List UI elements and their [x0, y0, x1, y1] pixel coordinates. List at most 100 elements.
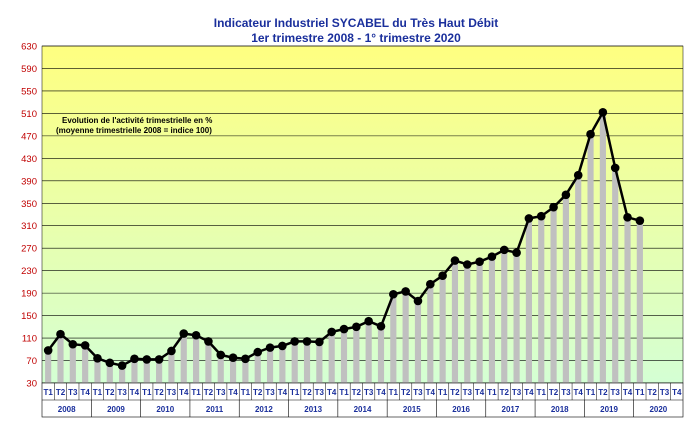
data-point: [598, 107, 608, 117]
year-label: 2013: [304, 405, 322, 414]
y-tick-label: 70: [26, 356, 37, 367]
y-tick-label: 590: [21, 64, 37, 75]
quarter-label: T4: [130, 388, 140, 397]
quarter-label: T3: [463, 388, 473, 397]
bar: [266, 347, 274, 383]
bars: [45, 112, 643, 383]
data-point: [524, 214, 534, 223]
year-label: 2010: [156, 405, 174, 414]
annotation-line-1: Evolution de l'activité trimestrielle en…: [62, 116, 212, 125]
quarter-label: T2: [401, 388, 411, 397]
quarter-label: T3: [413, 388, 423, 397]
year-label: 2014: [354, 405, 372, 414]
data-point: [425, 279, 435, 289]
data-point: [352, 322, 361, 332]
data-point: [154, 355, 164, 364]
quarter-label: T1: [241, 388, 251, 397]
bar: [217, 354, 224, 383]
quarter-label: T4: [524, 388, 534, 397]
bar: [193, 335, 200, 383]
bar: [451, 260, 459, 383]
quarter-label: T4: [179, 388, 189, 397]
bar: [291, 341, 298, 383]
quarter-label: T3: [561, 388, 571, 397]
quarter-label: T4: [426, 388, 436, 397]
bar: [488, 256, 496, 383]
bar: [476, 261, 483, 383]
bar: [57, 334, 64, 383]
year-label: 2009: [107, 405, 125, 414]
year-label: 2016: [452, 405, 470, 414]
bar: [439, 275, 446, 383]
bar: [575, 175, 582, 383]
bar: [636, 220, 643, 383]
bar: [69, 344, 76, 383]
bar: [414, 300, 422, 383]
data-point: [376, 321, 386, 331]
quarter-label: T3: [167, 388, 177, 397]
bar: [131, 358, 138, 383]
data-point: [167, 346, 176, 356]
y-tick-label: 390: [21, 176, 37, 187]
quarter-label: T4: [80, 388, 90, 397]
quarter-label: T4: [327, 388, 337, 397]
data-point: [43, 346, 53, 355]
data-point: [130, 354, 139, 364]
bar: [94, 358, 101, 383]
series-points: [43, 107, 645, 370]
bar: [599, 112, 606, 383]
data-point: [339, 324, 349, 334]
quarter-label: T1: [93, 388, 103, 397]
data-point: [241, 354, 250, 364]
quarter-label: T3: [611, 388, 621, 397]
bar: [377, 326, 385, 383]
data-point: [512, 248, 521, 257]
data-point: [228, 353, 238, 363]
bar: [365, 321, 372, 383]
chart-subtitle: 1er trimestre 2008 - 1° trimestre 2020: [251, 31, 461, 45]
data-point: [401, 287, 410, 296]
data-point: [315, 337, 324, 347]
bar: [168, 350, 175, 383]
quarter-label: T3: [216, 388, 226, 397]
data-point: [635, 216, 645, 225]
bar: [538, 216, 545, 383]
grid: [42, 45, 683, 384]
quarter-label: T1: [586, 388, 596, 397]
bar: [106, 362, 113, 383]
y-tick-label: 110: [22, 334, 37, 345]
bar: [402, 291, 409, 383]
quarter-label: T2: [352, 388, 362, 397]
bar: [464, 264, 471, 383]
quarter-label: T1: [635, 388, 645, 397]
quarter-label: T2: [598, 388, 608, 397]
data-point: [475, 257, 484, 266]
quarter-label: T2: [549, 388, 559, 397]
bar: [612, 167, 619, 383]
y-tick-label: 270: [21, 244, 37, 255]
data-point: [278, 341, 287, 351]
bar: [279, 345, 286, 383]
quarter-label: T4: [376, 388, 386, 397]
y-tick-label: 630: [21, 42, 37, 53]
quarter-label: T2: [56, 388, 66, 397]
bar: [501, 249, 508, 383]
quarter-label: T1: [537, 388, 547, 397]
data-point: [364, 316, 373, 326]
y-tick-label: 150: [21, 311, 37, 322]
quarter-label: T1: [191, 388, 201, 397]
bar: [254, 352, 261, 383]
data-point: [142, 355, 152, 364]
y-tick-label: 190: [21, 289, 37, 300]
bar: [562, 194, 569, 383]
data-point: [487, 252, 497, 261]
bar: [587, 134, 594, 383]
quarter-label: T3: [512, 388, 522, 397]
data-point: [80, 341, 90, 350]
bar: [624, 217, 631, 383]
year-label: 2020: [649, 405, 667, 414]
data-point: [179, 329, 189, 338]
data-point: [561, 190, 571, 200]
quarter-label: T2: [500, 388, 510, 397]
